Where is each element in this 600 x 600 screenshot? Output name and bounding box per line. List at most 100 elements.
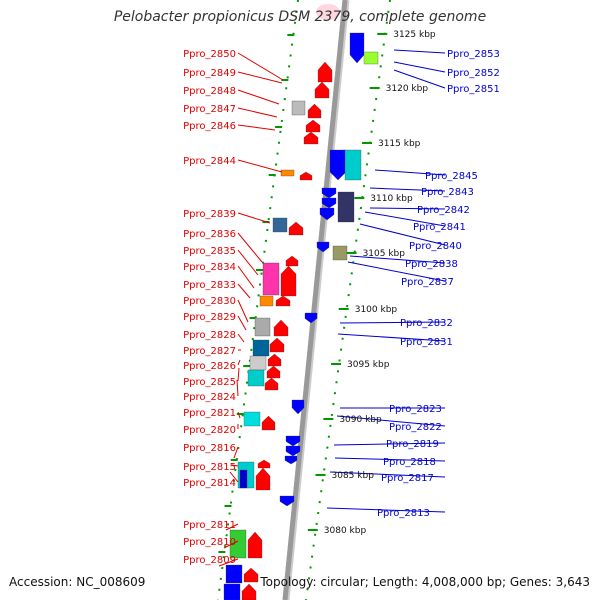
- map-title: Pelobacter propionicus DSM 2379, complet…: [113, 9, 487, 25]
- scale-label: 3085 kbp: [332, 471, 375, 481]
- right-leader-line: [349, 255, 446, 264]
- gene-arrow: [299, 171, 313, 181]
- left-gene-label: Ppro_2834: [183, 262, 236, 273]
- gene-arrow: [247, 531, 263, 559]
- left-gene-label: Ppro_2821: [183, 408, 236, 419]
- gene-arrow: [267, 353, 282, 367]
- gene-block: [254, 317, 271, 337]
- left-gene-label: Ppro_2816: [183, 443, 236, 454]
- accession-text: Accession: NC_008609: [9, 575, 146, 589]
- scale-label: 3090 kbp: [339, 415, 382, 425]
- left-gene-label: Ppro_2836: [183, 229, 236, 240]
- right-gene-label: Ppro_2813: [377, 508, 430, 519]
- left-leader-line: [236, 379, 239, 397]
- gene-arrow: [269, 337, 285, 353]
- right-leader-line: [393, 49, 446, 54]
- gene-block: [229, 529, 247, 559]
- right-gene-label: Ppro_2823: [389, 404, 442, 415]
- left-leader-line: [237, 89, 280, 105]
- scale-labels: 3125 kbp 3120 kbp 3115 kbp 3110 kbp 3105 kbp…: [307, 30, 436, 536]
- gene-arrow: [243, 567, 259, 583]
- left-gene-label: Ppro_2835: [183, 246, 236, 257]
- gene-arrow: [285, 445, 301, 457]
- gene-arrow: [317, 61, 333, 83]
- gene-arrow: [264, 377, 279, 391]
- right-gene-label: Ppro_2843: [421, 187, 474, 198]
- left-leader-line: [237, 265, 255, 289]
- gene-block: [259, 295, 274, 307]
- scale-label: 3120 kbp: [386, 84, 429, 94]
- left-gene-label: Ppro_2830: [183, 296, 236, 307]
- gene-block: [249, 355, 267, 371]
- right-leader-line: [369, 207, 446, 210]
- left-leader-line: [237, 333, 245, 343]
- scale-label: 3125 kbp: [393, 30, 436, 40]
- left-leader-line: [225, 523, 239, 531]
- gene-arrow: [349, 32, 365, 64]
- gene-arrow: [314, 81, 330, 99]
- left-leader-line: [237, 232, 263, 263]
- gene-arrow: [304, 312, 318, 324]
- right-gene-label: Ppro_2845: [425, 171, 478, 182]
- left-leader-line: [237, 107, 278, 118]
- left-leader-line: [237, 159, 283, 173]
- left-leader-line: [237, 124, 276, 131]
- gene-arrow: [329, 149, 347, 181]
- gene-block: [247, 369, 265, 387]
- right-leader-line: [347, 261, 446, 282]
- right-gene-label: Ppro_2853: [447, 49, 500, 60]
- left-gene-label: Ppro_2814: [183, 478, 236, 489]
- gene-arrow: [307, 103, 322, 119]
- left-gene-label: Ppro_2825: [183, 377, 236, 388]
- gene-arrow: [266, 365, 281, 379]
- right-leader-line: [369, 187, 446, 192]
- left-gene-label: Ppro_2847: [183, 104, 236, 115]
- left-leader-line: [237, 52, 284, 81]
- left-leader-line: [237, 411, 241, 419]
- gene-block: [337, 191, 355, 223]
- gene-arrow: [319, 207, 335, 221]
- right-leader-line: [337, 333, 446, 342]
- right-gene-label: Ppro_2817: [381, 473, 434, 484]
- left-gene-label: Ppro_2849: [183, 68, 236, 79]
- left-leader-line: [237, 283, 251, 299]
- left-gene-label: Ppro_2829: [183, 312, 236, 323]
- gene-block: [223, 583, 241, 600]
- left-leader-line: [237, 212, 271, 224]
- right-gene-label: Ppro_2852: [447, 68, 500, 79]
- gene-block: [243, 411, 261, 427]
- gene-arrow: [255, 467, 271, 491]
- right-leader-line: [326, 507, 446, 513]
- left-leader-line: [223, 540, 239, 549]
- right-gene-label: Ppro_2822: [389, 422, 442, 433]
- right-gene-label: Ppro_2851: [447, 84, 500, 95]
- right-gene-label: Ppro_2837: [401, 277, 454, 288]
- right-leader-line: [334, 457, 446, 462]
- right-leader-line: [339, 321, 446, 324]
- gene-block: [272, 217, 288, 233]
- left-gene-label: Ppro_2844: [183, 156, 236, 167]
- left-gene-labels: Ppro_2850 Ppro_2849 Ppro_2848 Ppro_2847 Ppro…: [183, 49, 236, 566]
- left-leader-line: [231, 464, 239, 467]
- genome-backbone: [282, 0, 350, 600]
- left-gene-label: Ppro_2826: [183, 361, 236, 372]
- topology-text: Topology: circular; Length: 4,008,000 bp…: [260, 575, 590, 589]
- dotted-guide-lines: [217, 0, 391, 600]
- left-gene-label: Ppro_2850: [183, 49, 236, 60]
- gene-arrow: [285, 435, 301, 447]
- gene-arrow: [280, 265, 297, 297]
- right-gene-label: Ppro_2841: [413, 222, 466, 233]
- left-leader-line: [237, 367, 240, 382]
- left-leader-line: [229, 471, 239, 483]
- left-gene-label: Ppro_2820: [183, 425, 236, 436]
- gene-arrow: [241, 583, 257, 600]
- left-leader-line: [237, 359, 241, 366]
- left-leader-line: [218, 558, 239, 567]
- right-gene-labels: Ppro_2853 Ppro_2852 Ppro_2851 Ppro_2845 Ppro…: [377, 49, 500, 519]
- scale-label: 3110 kbp: [370, 194, 413, 204]
- left-gene-label: Ppro_2833: [183, 280, 236, 291]
- gene-arrow: [303, 131, 319, 145]
- outer-dotted-line: [305, 0, 391, 600]
- left-gene-label: Ppro_2839: [183, 209, 236, 220]
- left-gene-label: Ppro_2846: [183, 121, 236, 132]
